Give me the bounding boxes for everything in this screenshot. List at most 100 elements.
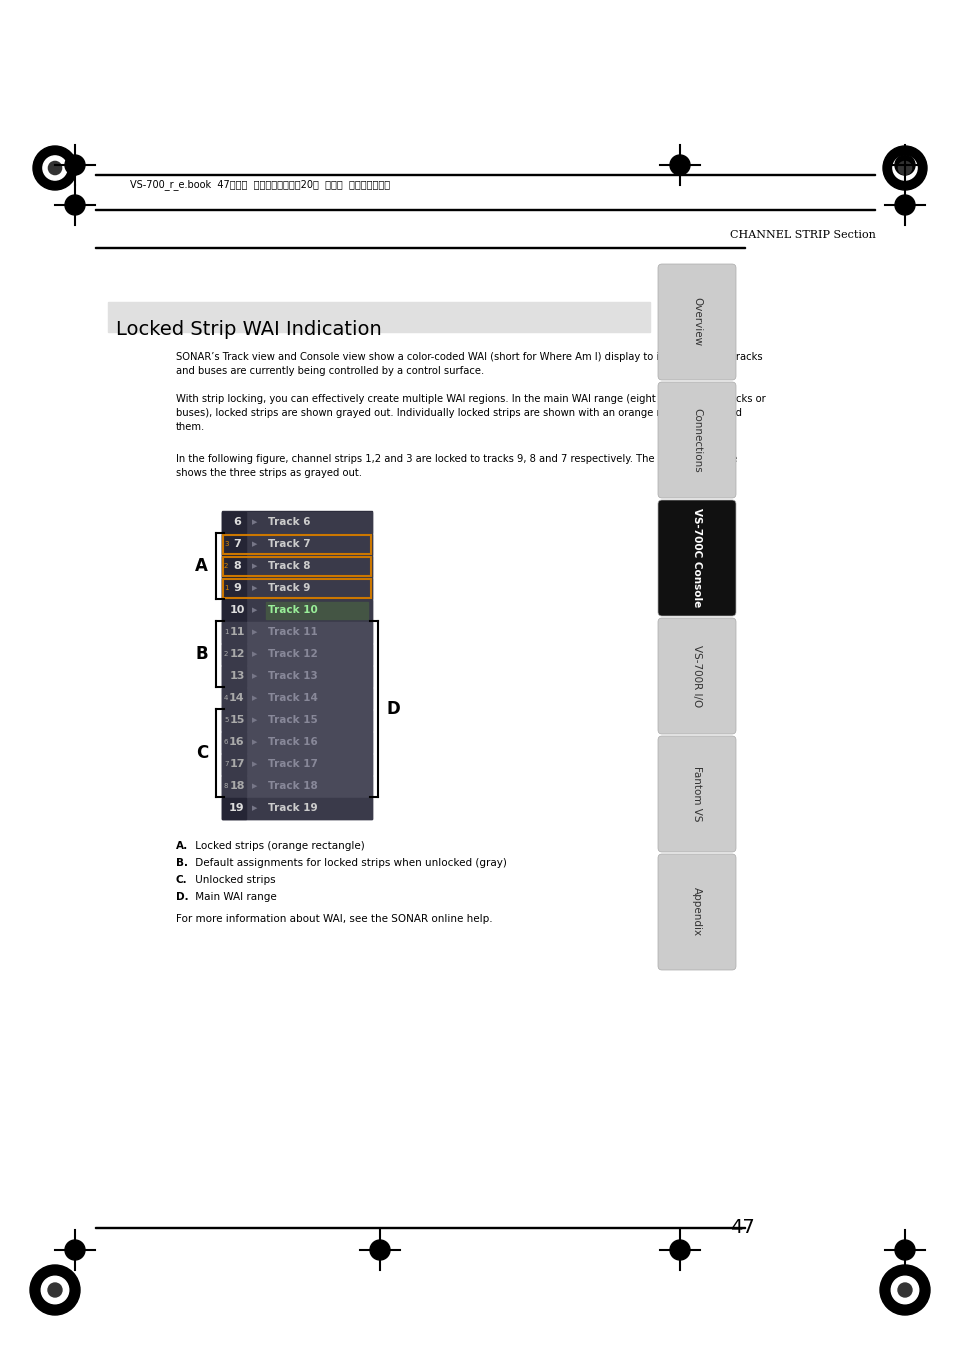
Text: For more information about WAI, see the SONAR online help.: For more information about WAI, see the … [175,915,492,924]
Text: ▶: ▶ [252,717,257,723]
Bar [222,688,372,709]
Text: Fantom VS: Fantom VS [691,766,701,821]
Text: 8: 8 [224,784,229,789]
Text: 4: 4 [224,694,228,701]
FancyBboxPatch shape [658,382,735,499]
Text: Default assignments for locked strips when unlocked (gray): Default assignments for locked strips wh… [192,858,506,867]
Bar [222,644,372,665]
Circle shape [897,1283,911,1297]
Text: 15: 15 [229,715,244,725]
Text: Track 13: Track 13 [268,671,317,681]
Bar [222,621,372,643]
Bar [222,711,372,731]
Text: Track 11: Track 11 [268,627,317,638]
Text: With strip locking, you can effectively create multiple WAI regions. In the main: With strip locking, you can effectively … [175,394,765,432]
Bar [222,600,372,621]
Bar [222,578,372,598]
Text: ▶: ▶ [252,761,257,767]
Text: 47: 47 [729,1219,754,1238]
Text: B.: B. [175,858,188,867]
Text: 1: 1 [224,630,229,635]
Text: A.: A. [175,842,188,851]
Bar [222,534,246,555]
Text: ▶: ▶ [252,630,257,635]
Circle shape [669,155,689,176]
Bar [223,535,371,554]
Text: 10: 10 [229,605,244,615]
Bar [222,775,372,797]
Bar [222,754,372,775]
Circle shape [898,161,911,174]
Bar [222,578,246,598]
Text: 2: 2 [224,563,228,569]
Text: Track 18: Track 18 [268,781,317,790]
Text: 6: 6 [233,517,241,527]
FancyBboxPatch shape [658,854,735,970]
Bar [223,557,371,576]
Circle shape [894,155,914,176]
Circle shape [882,146,926,190]
Bar [222,666,372,688]
Text: ▶: ▶ [252,563,257,569]
Text: Locked strips (orange rectangle): Locked strips (orange rectangle) [192,842,364,851]
Text: Connections: Connections [691,408,701,473]
Bar [223,580,371,598]
Circle shape [65,195,85,215]
Bar [222,711,246,731]
Text: 5: 5 [224,717,228,723]
Text: Track 17: Track 17 [268,759,317,769]
Text: Track 7: Track 7 [268,539,311,549]
Text: Unlocked strips: Unlocked strips [192,875,275,885]
Circle shape [892,155,916,180]
Circle shape [48,1283,62,1297]
Bar [222,557,246,577]
Circle shape [894,1240,914,1260]
Text: ▶: ▶ [252,694,257,701]
Text: ▶: ▶ [252,540,257,547]
Circle shape [41,1277,69,1304]
Circle shape [65,155,85,176]
Bar [222,775,246,797]
Text: C.: C. [175,875,188,885]
Text: 7: 7 [224,761,229,767]
Bar [108,303,649,332]
Text: Main WAI range: Main WAI range [192,892,276,902]
Circle shape [33,146,77,190]
Text: Appendix: Appendix [691,888,701,936]
Text: ▶: ▶ [252,585,257,590]
Text: 18: 18 [229,781,245,790]
Bar [266,603,368,619]
Bar [222,621,246,643]
Text: Track 19: Track 19 [268,802,317,813]
Text: B: B [195,644,208,663]
Text: ▶: ▶ [252,607,257,613]
Text: Track 12: Track 12 [268,648,317,659]
Text: Track 10: Track 10 [268,605,317,615]
Text: Track 14: Track 14 [268,693,317,703]
Text: In the following figure, channel strips 1,2 and 3 are locked to tracks 9, 8 and : In the following figure, channel strips … [175,454,737,478]
Bar [222,754,246,775]
Bar [222,512,246,534]
Text: D.: D. [175,892,189,902]
FancyBboxPatch shape [658,617,735,734]
Text: Track 9: Track 9 [268,584,310,593]
Text: 17: 17 [229,759,245,769]
Circle shape [669,1240,689,1260]
Circle shape [49,161,62,174]
Bar [222,798,372,819]
Text: CHANNEL STRIP Section: CHANNEL STRIP Section [729,230,875,240]
Text: 2: 2 [224,651,228,657]
Circle shape [30,1265,80,1315]
Text: ▶: ▶ [252,651,257,657]
Text: 3: 3 [224,540,229,547]
Text: SONAR’s Track view and Console view show a color-coded WAI (short for Where Am I: SONAR’s Track view and Console view show… [175,353,761,376]
Text: D: D [387,700,400,717]
Text: VS-700_r_e.book  47ページ  ２００８年１１月20日  木曜日  午後２時２８分: VS-700_r_e.book 47ページ ２００８年１１月20日 木曜日 午後… [130,180,390,190]
Bar [222,600,246,621]
Text: 8: 8 [233,561,240,571]
Text: 1: 1 [224,585,229,590]
Text: ▶: ▶ [252,739,257,744]
Text: 13: 13 [229,671,244,681]
Text: Track 8: Track 8 [268,561,310,571]
Circle shape [879,1265,929,1315]
